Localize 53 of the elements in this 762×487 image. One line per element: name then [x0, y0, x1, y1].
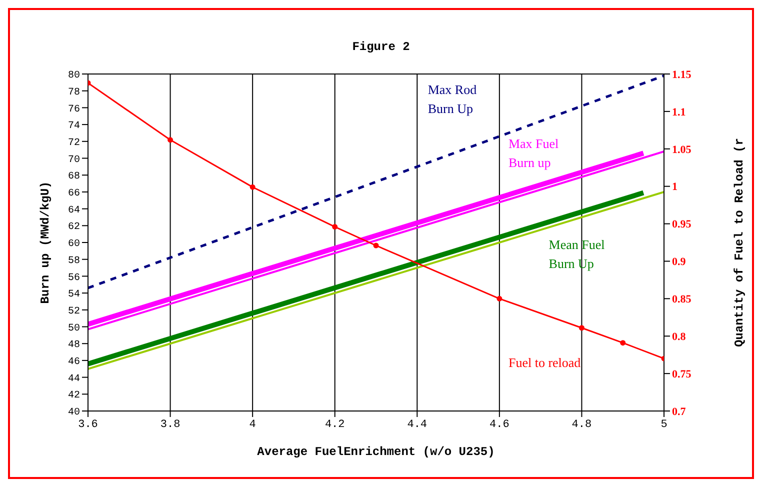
point — [620, 340, 626, 346]
x-tick-label: 4.4 — [407, 418, 428, 431]
y-tick-label: 58 — [68, 256, 80, 267]
y-tick-label: 40 — [68, 408, 80, 419]
y2-tick-label: 0.75 — [672, 368, 692, 380]
series-label: Fuel to reload — [508, 355, 582, 370]
y2-tick-label: 1.1 — [672, 106, 686, 118]
series-label: Max Fuel Burn up — [508, 136, 560, 170]
x-axis-title: Average FuelEnrichment (w/o U235) — [257, 445, 495, 459]
y2-tick-label: 1.05 — [672, 144, 692, 156]
y-tick-label: 42 — [68, 390, 80, 402]
point — [250, 184, 256, 190]
y-tick-label: 68 — [68, 172, 80, 183]
x-tick-label: 4 — [249, 418, 256, 431]
x-tick-label: 4.2 — [324, 418, 345, 431]
point — [496, 296, 502, 302]
point — [168, 137, 174, 143]
y-tick-label: 70 — [68, 154, 80, 166]
y-tick-label: 46 — [68, 357, 80, 368]
y-tick-label: 50 — [68, 323, 80, 334]
point — [332, 224, 338, 230]
point — [373, 242, 379, 248]
x-tick-label: 3.6 — [78, 418, 98, 431]
y-tick-label: 76 — [68, 104, 80, 116]
y-tick-label: 48 — [68, 340, 80, 352]
y-tick-label: 78 — [68, 87, 80, 98]
y2-tick-label: 0.8 — [672, 331, 686, 344]
y-tick-label: 54 — [68, 290, 80, 301]
y-tick-label: 44 — [68, 374, 80, 385]
y2-tick-label: 0.85 — [672, 294, 692, 306]
y-tick-label: 62 — [68, 222, 80, 234]
x-tick-label: 5 — [660, 418, 668, 431]
y-tick-label: 56 — [68, 272, 80, 284]
y-tick-label: 66 — [68, 188, 80, 200]
point — [578, 325, 584, 331]
x-tick-label: 3.8 — [160, 418, 180, 431]
y2-tick-label: 0.7 — [672, 406, 686, 418]
y-tick-label: 64 — [68, 205, 80, 216]
y-axis-title: Burn up (MWd/kgU) — [38, 181, 52, 304]
y-tick-label: 74 — [68, 121, 80, 132]
y2-tick-label: 0.95 — [672, 218, 692, 231]
x-tick-label: 4.6 — [490, 418, 510, 431]
y-tick-label: 60 — [68, 239, 80, 250]
y-tick-label: 72 — [68, 138, 80, 149]
y2-tick-label: 1 — [672, 181, 678, 194]
y2-tick-label: 0.9 — [672, 256, 686, 268]
y-tick-label: 80 — [68, 70, 80, 82]
chart-title: Figure 2 — [351, 40, 411, 54]
y2-axis-title: Quantity of Fuel to Reload (r — [732, 138, 746, 347]
y-tick-label: 52 — [68, 306, 80, 318]
x-tick-label: 4.8 — [572, 418, 592, 431]
y2-tick-label: 1.15 — [672, 68, 692, 81]
text: Max Rod Burn Up — [428, 82, 478, 116]
